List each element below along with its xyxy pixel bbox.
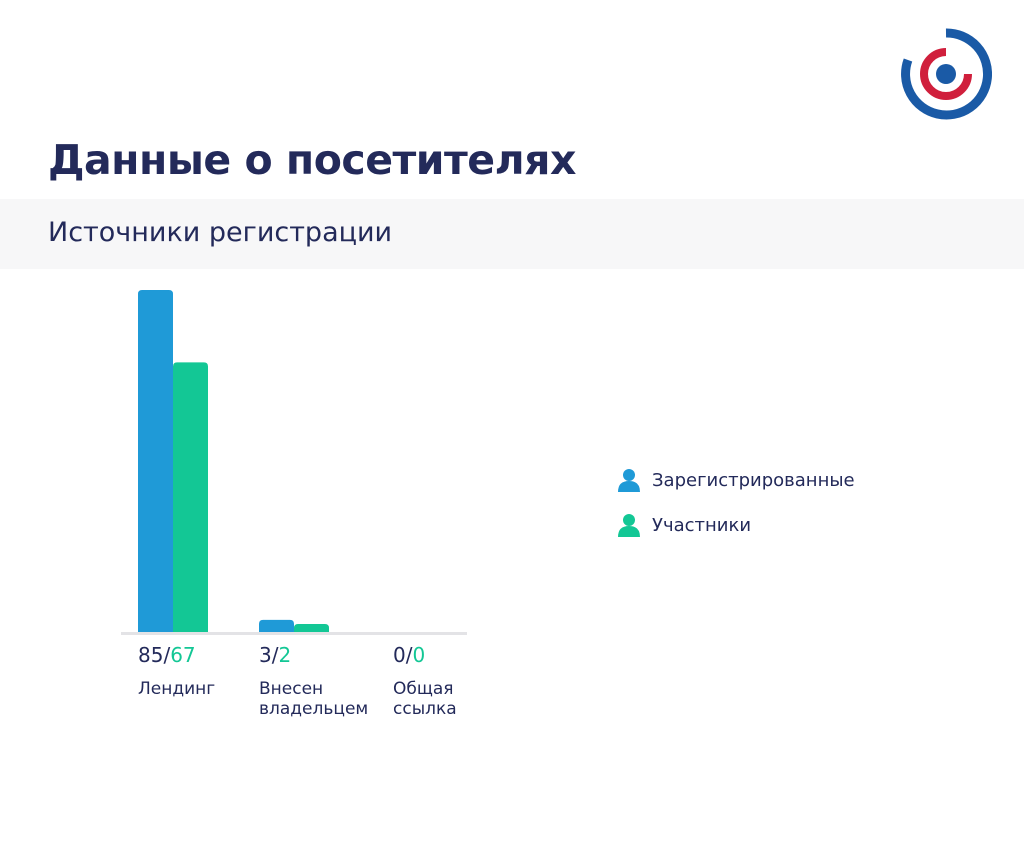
registration-sources-chart: 85/67Лендинг3/2Внесенвладельцем0/0Общаяс… xyxy=(121,290,467,719)
section-header-band xyxy=(0,199,1024,269)
page-title: Данные о посетителях xyxy=(48,136,576,184)
bar-registered xyxy=(138,290,173,632)
value-label: 3/2 xyxy=(259,643,291,667)
value-registered: 0 xyxy=(393,643,406,667)
section-title: Источники регистрации xyxy=(48,217,393,248)
category-label: Внесен xyxy=(259,679,323,699)
logo-center-dot xyxy=(936,64,956,84)
legend-label-participants: Участники xyxy=(652,514,752,536)
value-label: 85/67 xyxy=(138,643,196,667)
legend-label-registered: Зарегистрированные xyxy=(652,469,855,491)
category-label: Общая xyxy=(393,679,454,699)
logo xyxy=(901,28,992,120)
value-registered: 85 xyxy=(138,643,163,667)
value-participants: 2 xyxy=(278,643,291,667)
bar-participants xyxy=(173,362,208,632)
value-label: 0/0 xyxy=(393,643,425,667)
legend-item-registered: Зарегистрированные xyxy=(616,466,855,494)
bar-registered xyxy=(259,619,294,632)
person-icon xyxy=(618,514,640,537)
chart-legend: Зарегистрированные Участники xyxy=(616,466,855,556)
value-registered: 3 xyxy=(259,643,272,667)
value-separator: / xyxy=(406,643,413,667)
logo-inner-ring xyxy=(920,48,972,100)
value-separator: / xyxy=(272,643,279,667)
value-participants: 0 xyxy=(412,643,425,667)
bar-participants xyxy=(294,623,329,632)
value-separator: / xyxy=(163,643,170,667)
logo-outer-ring xyxy=(901,28,992,120)
person-icon xyxy=(618,469,640,492)
value-participants: 67 xyxy=(170,643,195,667)
legend-item-participants: Участники xyxy=(616,511,855,539)
category-label: владельцем xyxy=(259,699,368,719)
category-label: Лендинг xyxy=(138,679,215,699)
category-label: ссылка xyxy=(393,699,457,719)
